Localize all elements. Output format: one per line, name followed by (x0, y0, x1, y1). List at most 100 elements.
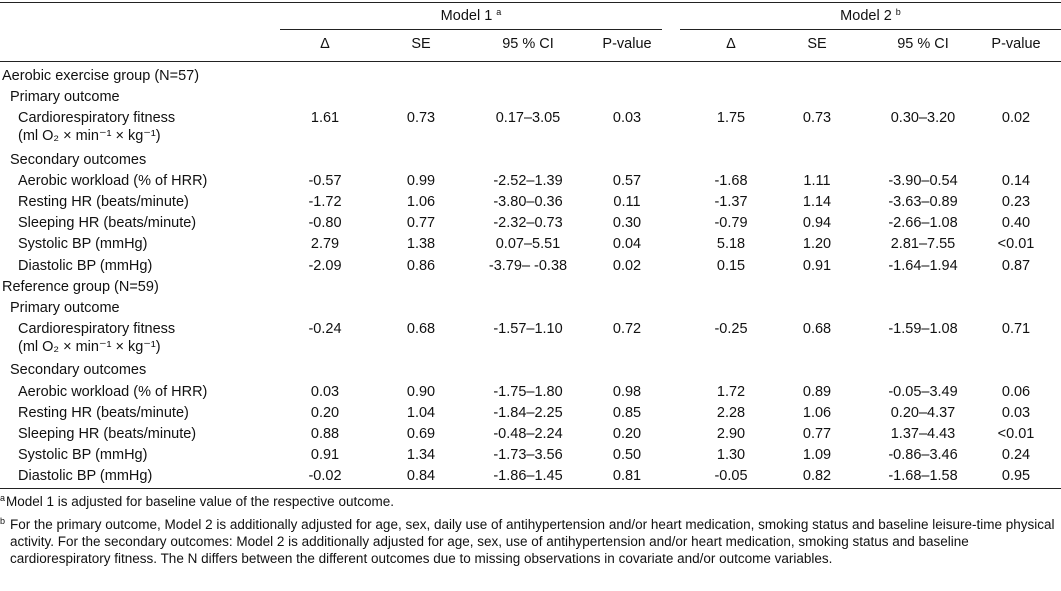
primary-outcome-label: Primary outcome (10, 89, 120, 106)
outcome-label: Sleeping HR (beats/minute) (18, 215, 197, 232)
table-cell: 1.04 (406, 404, 436, 421)
table-cell: 1.11 (803, 172, 831, 189)
table-cell: 0.69 (406, 426, 436, 442)
group-title: Reference group (N=59) (2, 278, 159, 295)
table-cell: 1.09 (802, 447, 832, 464)
table-cell: 1.72 (716, 383, 746, 400)
table-cell: 0.24 (1001, 447, 1031, 464)
outcome-label: Aerobic workload (% of HRR) (18, 172, 208, 189)
table-cell: -1.84–2.25 (493, 404, 563, 421)
table-cell: 1.06 (406, 194, 436, 210)
outcome-label: Resting HR (beats/minute) (18, 404, 189, 421)
table-cell: 0.94 (802, 215, 832, 232)
table-cell: 0.15 (716, 257, 746, 274)
primary-outcome-label: Primary outcome (10, 300, 120, 316)
outcome-label: Systolic BP (mmHg) (18, 236, 148, 253)
header-bottom-rule (0, 61, 1061, 62)
table-cell: 1.14 (802, 194, 832, 210)
table-cell: 0.20 (310, 404, 340, 421)
outcome-label: Resting HR (beats/minute) (18, 194, 189, 210)
outcome-label: Systolic BP (mmHg) (18, 447, 148, 464)
table-cell: -3.80–0.36 (493, 194, 563, 210)
table-cell: 0.04 (612, 236, 642, 253)
model2-underline (680, 29, 1061, 30)
table-cell: -1.75–1.80 (493, 383, 563, 400)
table-cell: 0.11 (613, 194, 641, 210)
table-cell: 0.30–3.20 (890, 110, 956, 127)
table-cell: -0.48–2.24 (493, 426, 563, 442)
table-cell: 0.85 (612, 404, 642, 421)
outcome-label: Cardiorespiratory fitness (18, 321, 176, 338)
table-cell: 0.02 (612, 257, 642, 274)
group-title: Aerobic exercise group (N=57) (2, 68, 200, 84)
model1-footnote-mark: a (496, 7, 502, 17)
table-cell: 0.73 (406, 110, 436, 127)
table-cell: -1.68 (714, 172, 748, 189)
table-bottom-rule (0, 488, 1061, 489)
table-cell: -3.79– -0.38 (488, 257, 568, 274)
table-cell: 0.84 (406, 468, 436, 485)
model2-label: Model 2 (840, 8, 892, 24)
table-cell: 0.90 (406, 383, 436, 400)
table-cell: -0.79 (714, 215, 748, 232)
table-cell: -2.32–0.73 (493, 215, 563, 232)
footnote-text: For the primary outcome, Model 2 is addi… (10, 517, 1055, 566)
table-top-rule (0, 2, 1061, 3)
table-cell: -0.25 (714, 321, 748, 338)
table-cell: 1.30 (716, 447, 746, 464)
table-cell: 0.98 (612, 383, 642, 400)
outcome-label: Aerobic workload (% of HRR) (18, 383, 208, 400)
table-cell: -1.64–1.94 (888, 257, 958, 274)
table-cell: -1.59–1.08 (888, 321, 958, 338)
table-cell: 0.77 (802, 426, 832, 442)
table-cell: -1.68–1.58 (888, 468, 958, 485)
table-cell: -0.80 (308, 215, 342, 232)
table-cell: 0.73 (802, 110, 832, 127)
table-cell: 0.03 (310, 383, 340, 400)
table-cell: 0.86 (406, 257, 436, 274)
column-header: P-value (991, 36, 1041, 52)
table-cell: 1.34 (406, 447, 436, 464)
table-cell: 1.06 (802, 404, 832, 421)
table-cell: -1.37 (714, 194, 748, 210)
table-cell: -2.09 (308, 257, 342, 274)
footnote-text: Model 1 is adjusted for baseline value o… (6, 494, 394, 509)
table-cell: 0.02 (1001, 110, 1031, 127)
secondary-outcomes-label: Secondary outcomes (10, 151, 147, 168)
table-cell: 0.30 (612, 215, 642, 232)
outcome-unit-label: (ml O₂ × min⁻¹ × kg⁻¹) (18, 128, 161, 145)
table-cell: -1.72 (308, 194, 342, 210)
table-cell: 0.91 (802, 257, 832, 274)
table-cell: 1.20 (802, 236, 832, 253)
outcome-label: Diastolic BP (mmHg) (18, 468, 153, 485)
table-cell: -1.57–1.10 (493, 321, 563, 338)
table-cell: 0.03 (612, 110, 642, 127)
footnote-a: a Model 1 is adjusted for baseline value … (0, 493, 1061, 510)
table-cell: 0.88 (310, 426, 340, 442)
table-cell: 0.06 (1001, 383, 1031, 400)
column-header: 95 % CI (897, 36, 949, 52)
table-cell: 1.38 (406, 236, 436, 253)
table-cell: 2.28 (716, 404, 746, 421)
outcome-label: Sleeping HR (beats/minute) (18, 426, 197, 442)
table-cell: -3.63–0.89 (888, 194, 958, 210)
table-cell: 0.68 (406, 321, 436, 338)
table-cell: 2.90 (716, 426, 746, 442)
table-cell: -3.90–0.54 (888, 172, 958, 189)
table-cell: 0.77 (406, 215, 436, 232)
table-cell: -0.57 (308, 172, 342, 189)
table-cell: 0.14 (1001, 172, 1031, 189)
footnote-b: b For the primary outcome, Model 2 is add… (0, 516, 1061, 567)
table-cell: 0.91 (310, 447, 340, 464)
table-cell: 0.50 (612, 447, 642, 464)
table-cell: -0.24 (308, 321, 342, 338)
column-header: Δ (726, 36, 736, 52)
table-cell: 0.68 (802, 321, 832, 338)
table-cell: 0.40 (1001, 215, 1031, 232)
outcome-unit-label: (ml O₂ × min⁻¹ × kg⁻¹) (18, 339, 161, 356)
table-cell: -0.05 (714, 468, 748, 485)
outcome-label: Cardiorespiratory fitness (18, 110, 176, 127)
table-cell: 0.81 (612, 468, 642, 485)
footnote-mark: b (0, 516, 6, 526)
